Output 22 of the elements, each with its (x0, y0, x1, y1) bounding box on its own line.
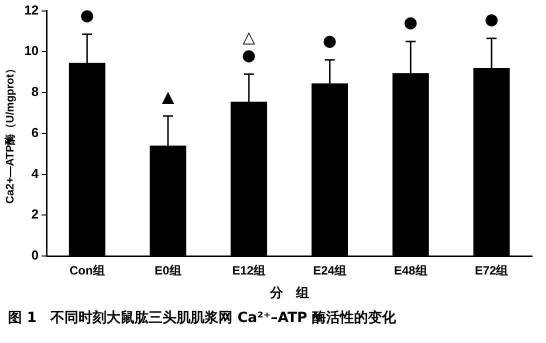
annotation: ● (322, 30, 337, 50)
y-tick-label: 2 (31, 206, 39, 222)
y-tick-label: 6 (31, 124, 39, 140)
annotation: ● (484, 10, 499, 29)
x-axis-title: 分 组 (268, 284, 309, 300)
y-tick-label: 8 (31, 84, 39, 100)
annotation: ▲ (162, 87, 175, 106)
x-tick-label: E0组 (154, 264, 182, 278)
text: 图 1 不同时刻大鼠肱三头肌肌浆网 Ca²⁺–ATP 酶活性的变化 (8, 309, 398, 327)
annotation: △● (242, 27, 256, 64)
x-tick-label: E72组 (474, 264, 508, 278)
x-tick-label: E24组 (313, 264, 346, 278)
y-tick-label: 4 (31, 166, 40, 181)
x-tick-label: E48组 (394, 264, 428, 278)
y-tick-label: 12 (24, 2, 39, 18)
y-tick-label: 0 (31, 248, 39, 263)
annotation: ● (80, 5, 94, 24)
annotation: ● (404, 12, 418, 32)
x-tick-label: E12组 (232, 264, 266, 278)
y-tick-label: 10 (24, 43, 39, 58)
y-axis-title: Ca2+—ATP酶（U/mgprot） (4, 63, 17, 204)
x-tick-label: Con组 (69, 264, 105, 278)
